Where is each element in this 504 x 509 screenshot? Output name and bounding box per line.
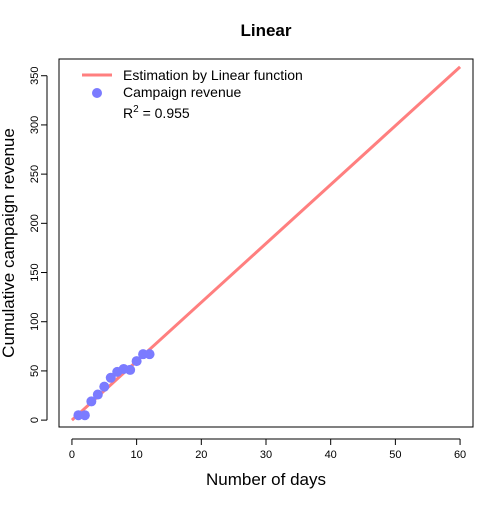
x-tick-label: 0 [69, 449, 75, 461]
chart-title: Linear [240, 21, 291, 40]
r-squared-superscript: 2 [133, 104, 139, 115]
x-tick-label: 10 [131, 449, 143, 461]
data-point [99, 381, 110, 392]
x-axis-label: Number of days [206, 470, 326, 489]
data-point [131, 356, 142, 367]
y-tick-label: 250 [29, 165, 41, 183]
r-squared-base: R [123, 105, 133, 121]
r-squared-annotation: R2 = 0.955 [123, 104, 190, 121]
legend-label-fit-line: Estimation by Linear function [123, 67, 303, 83]
x-tick-label: 20 [195, 449, 207, 461]
x-tick-label: 50 [389, 449, 401, 461]
legend-label-points: Campaign revenue [123, 84, 242, 100]
y-tick-label: 150 [29, 263, 41, 281]
data-point [92, 389, 103, 400]
data-points-layer [73, 349, 155, 421]
y-tick-label: 100 [29, 313, 41, 331]
y-tick-label: 50 [29, 365, 41, 377]
data-point [125, 364, 136, 375]
y-axis: 0 50 100 150 200 250 300 350 [29, 67, 48, 423]
x-axis: 0 10 20 30 40 50 60 [69, 438, 466, 461]
r-squared-value: = 0.955 [139, 105, 190, 121]
data-point [86, 396, 97, 407]
y-tick-label: 350 [29, 67, 41, 85]
x-tick-label: 60 [454, 449, 466, 461]
y-tick-label: 200 [29, 214, 41, 232]
y-axis-label: Cumulative campaign revenue [0, 128, 18, 358]
y-tick-label: 0 [29, 417, 41, 423]
data-point [79, 410, 90, 421]
data-point [144, 349, 155, 360]
x-tick-label: 30 [260, 449, 272, 461]
data-point [105, 372, 116, 383]
y-tick-label: 300 [29, 116, 41, 134]
legend-swatch-points [92, 88, 102, 98]
legend: Estimation by Linear function Campaign r… [82, 67, 303, 121]
plot-frame [58, 58, 474, 428]
x-tick-label: 40 [325, 449, 337, 461]
